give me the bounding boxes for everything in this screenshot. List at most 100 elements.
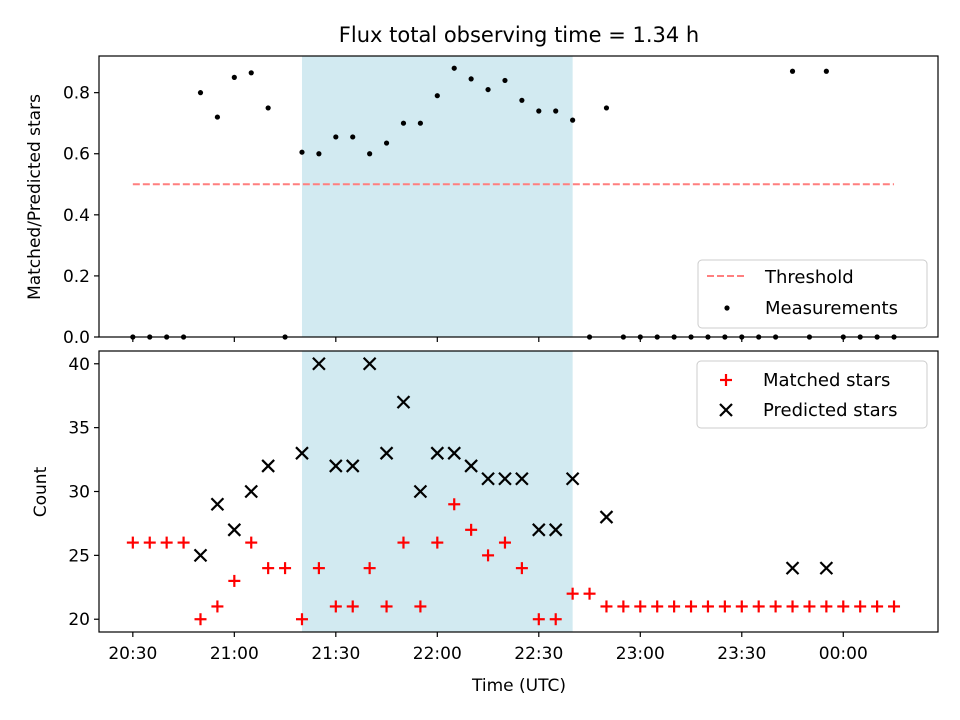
- matched-star-point: [177, 536, 190, 549]
- threshold-legend-label: Threshold: [764, 267, 854, 288]
- matched-star-point: [651, 600, 664, 613]
- measurement-point: [265, 105, 271, 111]
- matched-star-point: [888, 600, 901, 613]
- measurement-point: [485, 86, 491, 93]
- predicted-legend-label: Predicted stars: [763, 400, 897, 421]
- top-y-tick-label: 0.8: [63, 84, 90, 104]
- bottom-y-axis-label: Count: [31, 466, 51, 517]
- matched-legend-swatch: [720, 374, 732, 386]
- bottom-y-tick-label: 40: [68, 355, 90, 375]
- predicted-star-point: [210, 497, 225, 512]
- measurement-point: [468, 76, 474, 82]
- matched-star-point: [820, 600, 833, 613]
- top-y-tick-label: 0.6: [63, 145, 90, 165]
- predicted-legend-swatch: [719, 403, 733, 417]
- measurement-point: [248, 70, 254, 76]
- matched-star-point: [498, 536, 511, 549]
- matched-star-point: [397, 536, 410, 549]
- matched-star-point: [414, 600, 427, 613]
- predicted-star-point: [329, 459, 343, 473]
- matched-star-point: [143, 536, 156, 549]
- predicted-star-point: [548, 523, 563, 537]
- measurement-point: [570, 117, 576, 123]
- matched-star-point: [448, 498, 461, 511]
- bottom-y-tick-label: 25: [68, 546, 90, 566]
- bottom-legend: Matched stars Predicted stars: [696, 360, 928, 429]
- bottom-legend-box: [696, 360, 928, 429]
- matched-star-point: [380, 600, 393, 613]
- measurement-point: [400, 120, 407, 126]
- bottom-x-tick-label: 00:00: [819, 644, 868, 664]
- matched-star-point: [735, 600, 748, 613]
- measurement-point: [197, 90, 204, 96]
- matched-star-point: [854, 600, 867, 613]
- matched-star-point: [279, 562, 292, 575]
- top-observing-span: [301, 56, 573, 337]
- measurement-point: [502, 77, 508, 84]
- top-panel: 0.00.20.40.60.8 Matched/Predicted stars …: [25, 55, 939, 348]
- matched-star-point: [262, 562, 275, 575]
- measurements-legend-label: Measurements: [765, 298, 898, 319]
- bottom-x-tick-label: 23:30: [717, 644, 766, 664]
- matched-star-point: [786, 600, 799, 613]
- matched-star-point: [245, 536, 258, 549]
- bottom-x-tick-label: 22:30: [514, 644, 563, 664]
- matched-star-point: [617, 600, 630, 613]
- predicted-star-point: [379, 446, 394, 460]
- measurement-point: [553, 108, 559, 114]
- top-legend-box: [697, 259, 928, 329]
- matched-star-point: [566, 587, 579, 600]
- bottom-x-tick-label: 23:00: [616, 644, 665, 664]
- matched-star-point: [600, 600, 613, 613]
- matched-star-point: [329, 600, 342, 613]
- predicted-star-point: [312, 356, 326, 371]
- matched-star-point: [769, 600, 782, 613]
- matched-star-point: [685, 600, 698, 613]
- predicted-star-point: [295, 446, 309, 460]
- matched-star-point: [752, 600, 765, 613]
- top-y-axis-label: Matched/Predicted stars: [25, 94, 45, 300]
- predicted-star-point: [532, 523, 546, 537]
- predicted-star-point: [396, 395, 411, 409]
- matched-star-point: [871, 600, 884, 613]
- measurement-point: [214, 114, 221, 120]
- matched-star-point: [634, 600, 647, 613]
- predicted-star-point: [430, 446, 445, 460]
- predicted-star-point: [481, 471, 495, 486]
- bottom-x-tick-label: 22:00: [413, 644, 462, 664]
- matched-star-point: [228, 574, 241, 587]
- chart-title: Flux total observing time = 1.34 h: [339, 23, 699, 47]
- predicted-star-point: [464, 459, 478, 473]
- top-legend: Threshold Measurements: [697, 259, 928, 329]
- top-y-tick-label: 0.4: [63, 206, 90, 226]
- measurement-point: [333, 134, 339, 140]
- predicted-star-point: [345, 459, 360, 473]
- measurement-point: [383, 140, 390, 146]
- matched-star-point: [431, 536, 444, 549]
- predicted-star-point: [599, 510, 614, 524]
- bottom-y-tick-label: 20: [68, 610, 90, 630]
- measurement-point: [231, 74, 237, 80]
- matched-star-point: [465, 523, 478, 536]
- predicted-star-point: [413, 484, 428, 499]
- bottom-plot-frame: [98, 350, 939, 633]
- bottom-x-tick-label: 21:00: [210, 644, 259, 664]
- bottom-x-tick-label: 21:30: [311, 644, 360, 664]
- matched-star-point: [346, 600, 359, 613]
- measurement-point: [417, 120, 423, 126]
- predicted-star-point: [244, 484, 259, 499]
- matched-star-point: [583, 587, 596, 600]
- matched-legend-label: Matched stars: [763, 370, 890, 391]
- predicted-star-point: [515, 471, 529, 486]
- matched-star-point: [126, 536, 139, 549]
- matched-star-point: [668, 600, 681, 613]
- matched-star-point: [701, 600, 714, 613]
- measurement-point: [451, 65, 457, 71]
- bottom-x-tick-label: 20:30: [108, 644, 157, 664]
- measurement-point: [519, 97, 525, 103]
- bottom-panel: 20 25 30 35 40 20:30 21:00 21:30 22:00 22:30 23:0…: [31, 350, 939, 664]
- matched-star-point: [482, 549, 495, 562]
- matched-star-point: [312, 562, 325, 575]
- measurement-point: [789, 68, 796, 74]
- matched-star-point: [718, 600, 731, 613]
